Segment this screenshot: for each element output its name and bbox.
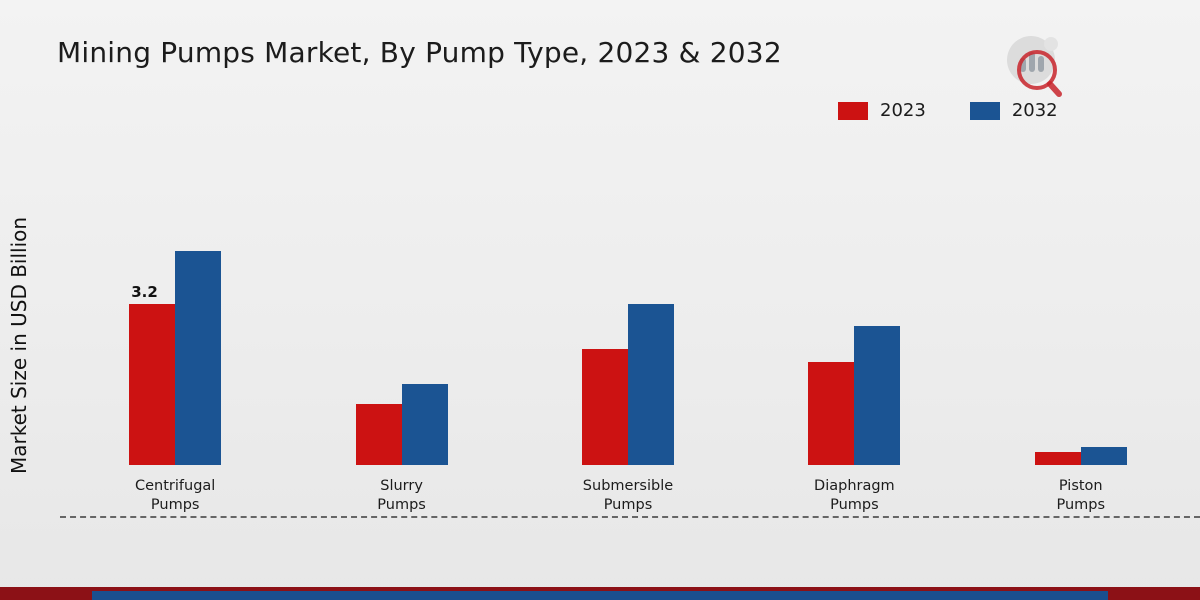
bar-group: Slurry Pumps [355,233,448,516]
bar-2023 [808,361,855,465]
legend-swatch-2032 [969,101,1000,120]
legend: 2023 2032 [838,100,1058,121]
bar-group: 3.2 Centrifugal Pumps [129,233,222,516]
market-research-logo-icon [1007,36,1062,97]
bar-2032 [1080,446,1127,465]
bar-2032 [175,250,222,465]
legend-label-2023: 2023 [880,100,926,121]
bar-group: Diaphragm Pumps [808,233,901,516]
bar-chart: 3.2 Centrifugal Pumps Slurry Pumps Submersi… [60,250,1200,518]
bar-2032 [401,383,448,465]
bar-group: Submersible Pumps [581,233,674,516]
bar-2032 [854,325,901,465]
legend-item-2032: 2032 [969,100,1058,121]
bar-2023: 3.2 [129,283,176,465]
bar-group: Piston Pumps [1034,233,1127,516]
y-axis-label: Market Size in USD Billion [7,216,31,474]
bar-2023 [1034,451,1081,465]
legend-item-2023: 2023 [838,100,926,121]
brand-logo [993,30,1071,114]
footer-ribbon-blue [92,591,1108,600]
page-title: Mining Pumps Market, By Pump Type, 2023 … [57,36,782,69]
bar-2023 [581,348,628,465]
legend-label-2032: 2032 [1011,100,1058,121]
legend-swatch-2023 [838,101,868,120]
category-label: Diaphragm Pumps [814,477,895,514]
category-label: Slurry Pumps [377,477,426,514]
x-axis-baseline [60,516,1200,518]
category-label: Submersible Pumps [582,477,674,514]
bar-2032 [627,303,674,465]
bar-2023 [355,403,402,465]
category-label: Centrifugal Pumps [135,477,216,514]
bar-groups: 3.2 Centrifugal Pumps Slurry Pumps Submersi… [62,250,1194,516]
bar-value-label: 3.2 [131,282,158,301]
footer-ribbon [0,587,1200,600]
category-label: Piston Pumps [1056,477,1106,514]
